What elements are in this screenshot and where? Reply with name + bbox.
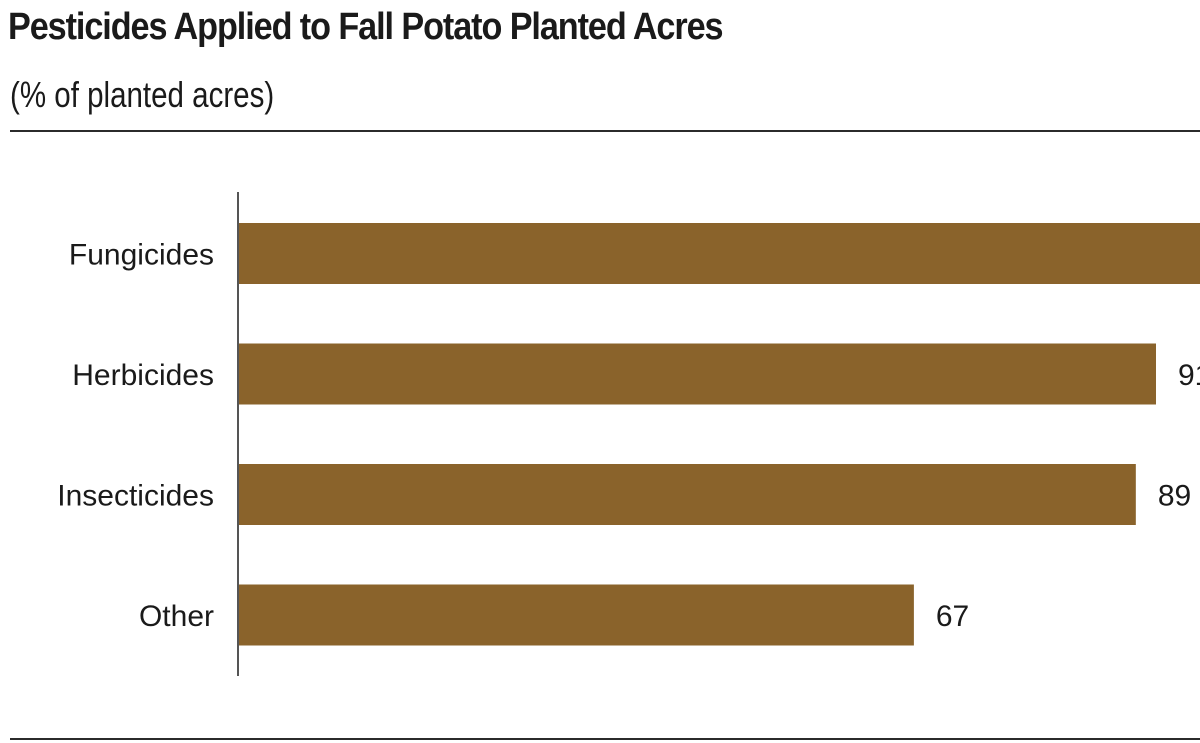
bar-other: [238, 584, 914, 646]
value-label-herbicides: 91: [1178, 359, 1200, 392]
category-label-other: Other: [139, 600, 214, 633]
value-label-other: 67: [936, 600, 969, 633]
value-label-insecticides: 89: [1158, 480, 1191, 513]
category-label-fungicides: Fungicides: [69, 239, 214, 272]
top-rule: [10, 130, 1200, 132]
bar-insecticides: [238, 464, 1136, 525]
chart-title: Pesticides Applied to Fall Potato Plante…: [8, 6, 724, 48]
bar-herbicides: [238, 343, 1156, 405]
category-label-insecticides: Insecticides: [57, 480, 214, 513]
bottom-rule: [10, 738, 1200, 740]
chart-subtitle: (% of planted acres): [10, 74, 275, 115]
bar-fungicides: [238, 223, 1200, 284]
category-label-herbicides: Herbicides: [72, 359, 214, 392]
